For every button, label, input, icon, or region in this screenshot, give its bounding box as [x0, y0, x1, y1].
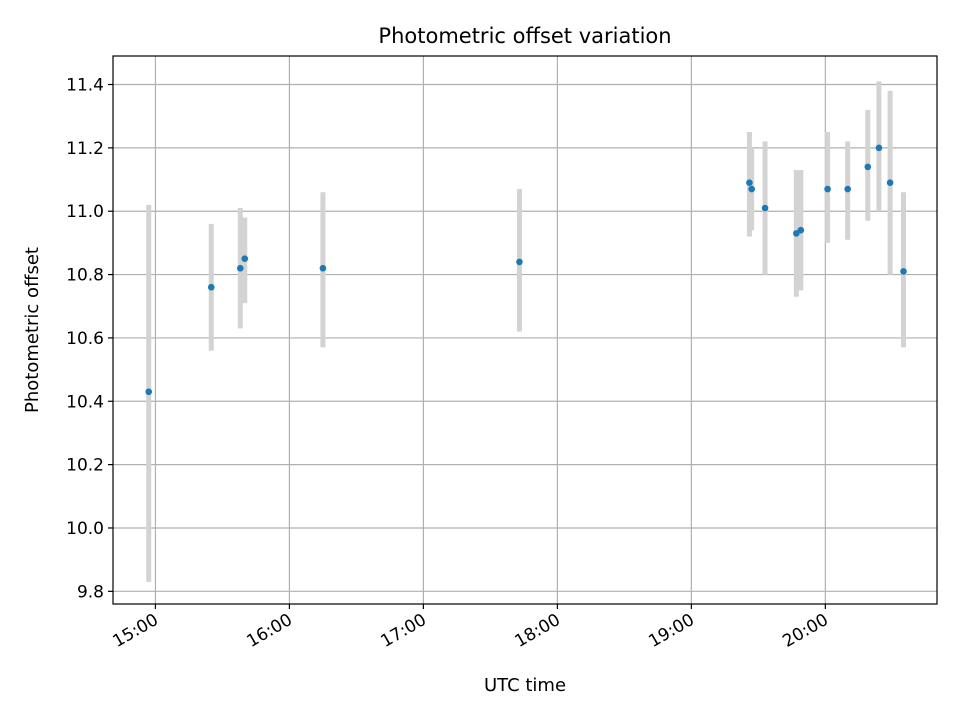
grid [113, 56, 937, 604]
data-point [844, 185, 851, 193]
data-point [207, 283, 215, 291]
data-point [319, 264, 327, 272]
data-point [241, 255, 249, 263]
y-tick-label: 11.0 [66, 202, 104, 222]
y-tick-label: 11.2 [66, 139, 104, 159]
y-tick-label: 10.4 [66, 392, 104, 412]
data-point [761, 204, 769, 212]
plot-frame [112, 55, 938, 605]
data-point [748, 185, 755, 193]
data-point [797, 226, 805, 234]
data-point [824, 185, 831, 193]
data-point [236, 264, 244, 272]
y-tick-label: 11.4 [66, 76, 104, 96]
y-tick-label: 10.0 [66, 519, 104, 539]
data-point [886, 179, 894, 187]
data-point [145, 388, 153, 396]
y-axis-ticks: 9.8 10.0 10.2 10.4 10.6 10.8 11.0 11.2 11.4 [66, 76, 113, 602]
data-point [516, 258, 523, 266]
y-tick-label: 10.8 [66, 266, 104, 286]
x-axis-label: UTC time [484, 675, 566, 696]
y-tick-label: 10.2 [66, 456, 104, 476]
y-tick-label: 10.6 [66, 329, 104, 349]
data-point [900, 268, 907, 275]
data-point [746, 179, 753, 187]
chart-title: Photometric offset variation [378, 24, 671, 48]
y-tick-label: 9.8 [77, 582, 104, 602]
data-points [145, 144, 907, 396]
y-axis-label: Photometric offset [22, 247, 43, 413]
data-point [864, 163, 872, 171]
data-point [875, 144, 883, 152]
